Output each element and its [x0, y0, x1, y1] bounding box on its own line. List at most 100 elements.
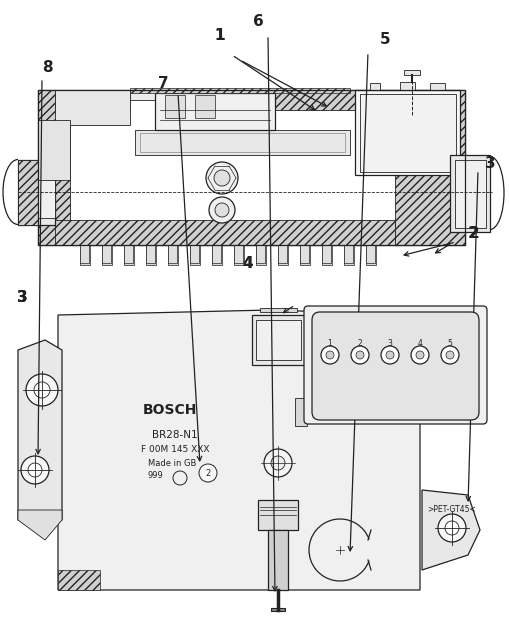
- Polygon shape: [80, 245, 90, 265]
- Bar: [234, 245, 242, 263]
- Circle shape: [264, 449, 292, 477]
- Bar: [80, 245, 89, 263]
- Circle shape: [445, 351, 453, 359]
- Polygon shape: [260, 308, 296, 312]
- Polygon shape: [155, 93, 274, 130]
- Circle shape: [350, 346, 369, 364]
- Circle shape: [325, 351, 333, 359]
- Polygon shape: [449, 155, 489, 232]
- Polygon shape: [55, 100, 449, 235]
- Circle shape: [206, 162, 238, 194]
- Bar: [344, 245, 352, 263]
- Bar: [294, 398, 306, 426]
- Circle shape: [444, 521, 458, 535]
- Polygon shape: [277, 245, 288, 265]
- Polygon shape: [474, 370, 484, 398]
- Text: 3: 3: [484, 156, 494, 171]
- Text: 5: 5: [379, 32, 389, 47]
- Polygon shape: [258, 500, 297, 530]
- Polygon shape: [234, 245, 243, 265]
- Bar: [365, 245, 374, 263]
- Text: 4: 4: [417, 338, 421, 348]
- Text: 3: 3: [387, 338, 391, 348]
- Bar: [299, 245, 308, 263]
- Circle shape: [21, 456, 49, 484]
- Polygon shape: [135, 130, 349, 155]
- Text: 1: 1: [327, 338, 332, 348]
- Text: BR28-N1: BR28-N1: [152, 430, 197, 440]
- Polygon shape: [421, 490, 479, 570]
- Polygon shape: [102, 245, 112, 265]
- Circle shape: [440, 346, 458, 364]
- Polygon shape: [18, 160, 38, 225]
- Text: 2: 2: [468, 226, 478, 240]
- Circle shape: [380, 346, 398, 364]
- Circle shape: [28, 463, 42, 477]
- Polygon shape: [55, 90, 130, 110]
- Polygon shape: [344, 245, 353, 265]
- Text: BOSCH: BOSCH: [143, 403, 197, 417]
- Bar: [277, 245, 287, 263]
- Text: 2: 2: [205, 468, 210, 477]
- Text: F 00M 145 XXX: F 00M 145 XXX: [140, 445, 209, 455]
- Polygon shape: [55, 90, 130, 125]
- Polygon shape: [165, 95, 185, 118]
- Text: 2: 2: [357, 338, 362, 348]
- Bar: [167, 245, 177, 263]
- Circle shape: [320, 346, 338, 364]
- Text: 999: 999: [147, 472, 162, 480]
- Circle shape: [173, 471, 187, 485]
- Text: 3: 3: [17, 290, 27, 305]
- Circle shape: [209, 197, 235, 223]
- Polygon shape: [38, 120, 70, 180]
- Text: 6: 6: [252, 14, 263, 29]
- Polygon shape: [321, 245, 331, 265]
- Polygon shape: [365, 245, 375, 265]
- Bar: [146, 245, 155, 263]
- Circle shape: [26, 374, 58, 406]
- Circle shape: [410, 346, 428, 364]
- Polygon shape: [256, 320, 300, 360]
- Circle shape: [270, 456, 285, 470]
- Text: 5: 5: [447, 338, 451, 348]
- Polygon shape: [194, 95, 215, 118]
- Circle shape: [34, 382, 50, 398]
- Polygon shape: [38, 90, 464, 245]
- Polygon shape: [58, 310, 419, 590]
- Polygon shape: [354, 90, 459, 175]
- Bar: [321, 245, 330, 263]
- Polygon shape: [307, 370, 318, 398]
- Polygon shape: [359, 94, 455, 172]
- FancyBboxPatch shape: [303, 306, 486, 424]
- Polygon shape: [18, 340, 62, 520]
- Text: 3: 3: [17, 290, 27, 305]
- Circle shape: [437, 514, 465, 542]
- Polygon shape: [251, 315, 304, 365]
- Polygon shape: [403, 70, 419, 75]
- Polygon shape: [38, 90, 70, 245]
- Circle shape: [415, 351, 423, 359]
- Bar: [212, 245, 220, 263]
- Text: 1: 1: [214, 27, 225, 42]
- Polygon shape: [146, 245, 156, 265]
- Polygon shape: [256, 245, 266, 265]
- Circle shape: [215, 203, 229, 217]
- Bar: [0, 35, 509, 305]
- Text: 7: 7: [157, 75, 168, 90]
- Polygon shape: [55, 220, 394, 245]
- Polygon shape: [190, 245, 200, 265]
- Text: 4: 4: [242, 255, 253, 270]
- Polygon shape: [394, 90, 464, 245]
- Polygon shape: [124, 245, 134, 265]
- Polygon shape: [194, 90, 394, 110]
- Text: 4: 4: [242, 255, 253, 270]
- Text: 3: 3: [17, 290, 27, 305]
- Bar: [102, 245, 111, 263]
- Circle shape: [214, 170, 230, 186]
- Polygon shape: [454, 160, 485, 228]
- Polygon shape: [18, 510, 62, 540]
- Polygon shape: [399, 82, 414, 90]
- Polygon shape: [270, 608, 285, 611]
- Circle shape: [355, 351, 363, 359]
- Polygon shape: [369, 83, 379, 90]
